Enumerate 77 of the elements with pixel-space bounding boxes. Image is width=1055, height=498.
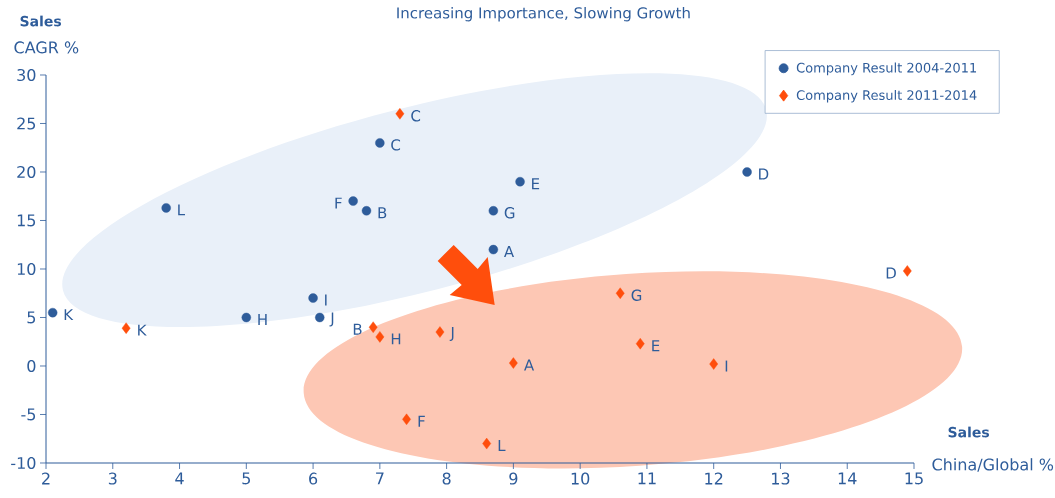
x-tick-label: 14	[838, 472, 857, 485]
point	[488, 244, 499, 255]
annotation: H	[391, 333, 401, 345]
x-tick-label: 15	[905, 472, 923, 485]
point	[515, 176, 525, 187]
annotation: E	[532, 178, 540, 190]
annotation: C	[411, 110, 421, 122]
annotation: A	[524, 359, 535, 371]
annotation: K	[64, 309, 74, 321]
annotation: F	[335, 197, 342, 209]
point	[241, 312, 252, 323]
point	[375, 331, 385, 343]
text: Sales	[948, 426, 990, 438]
point	[709, 358, 719, 370]
y-tick-label: 10	[17, 262, 36, 276]
annotation: L	[498, 440, 506, 452]
point	[435, 326, 445, 338]
text: Sales	[20, 15, 62, 27]
x-tick-label: 11	[638, 472, 656, 485]
annotation: I	[725, 360, 728, 372]
annotation: D	[759, 168, 769, 180]
annotation: B	[353, 323, 362, 335]
annotation: K	[138, 324, 147, 336]
annotation: E	[652, 340, 660, 352]
annotation: J	[449, 327, 454, 341]
annotation: D	[886, 267, 896, 279]
y-axis-title: CAGR %	[14, 41, 79, 54]
legend-label: Company Result 2011-2014	[796, 89, 977, 103]
point	[47, 307, 58, 318]
point	[395, 108, 405, 120]
annotation: J	[329, 312, 334, 327]
y-tick-label: 20	[17, 165, 36, 179]
y-tick-label: 25	[17, 117, 36, 130]
x-tick-label: 12	[705, 472, 723, 485]
annotation: I	[325, 294, 327, 306]
point	[348, 196, 358, 206]
annotation: F	[418, 415, 425, 427]
point	[308, 293, 318, 303]
point	[635, 337, 645, 350]
chart-title: Increasing Importance, Slowing Growth	[397, 6, 690, 22]
point	[742, 167, 752, 177]
point	[315, 312, 325, 323]
point	[903, 265, 912, 277]
x-tick-label: 5	[242, 472, 251, 485]
point	[161, 203, 171, 213]
y-tick-label: -10	[11, 456, 36, 470]
x-tick-label: 8	[442, 472, 451, 485]
x-tick-label: 2	[42, 472, 50, 485]
point	[482, 437, 492, 450]
x-tick-label: 3	[108, 472, 117, 485]
y-tick-label: 0	[27, 359, 36, 373]
annotation: H	[258, 314, 267, 325]
legend-label: Company Result 2004-2011	[796, 62, 977, 76]
annotation: G	[631, 289, 642, 301]
point	[375, 138, 385, 148]
point	[488, 206, 499, 216]
x-tick-label: 6	[309, 472, 318, 485]
y-tick-label: 15	[17, 214, 36, 227]
x-tick-label: 9	[509, 472, 518, 485]
annotation: L	[178, 204, 185, 216]
point	[615, 287, 625, 299]
annotation: C	[391, 139, 401, 151]
x-tick-label: 10	[571, 472, 590, 485]
x-tick-label: 7	[376, 472, 384, 485]
annotation: A	[504, 246, 515, 258]
point	[509, 357, 518, 369]
x-tick-label: 13	[772, 472, 790, 485]
point	[361, 206, 372, 216]
x-tick-label: 4	[175, 472, 184, 485]
y-tick-label: 30	[17, 68, 36, 82]
annotation: B	[378, 207, 387, 219]
y-tick-label: -5	[21, 408, 36, 421]
point	[368, 321, 378, 333]
y-tick-label: 5	[27, 311, 36, 324]
annotation: G	[504, 207, 515, 219]
point	[121, 322, 131, 334]
x-axis-title: China/Global %	[932, 458, 1054, 472]
